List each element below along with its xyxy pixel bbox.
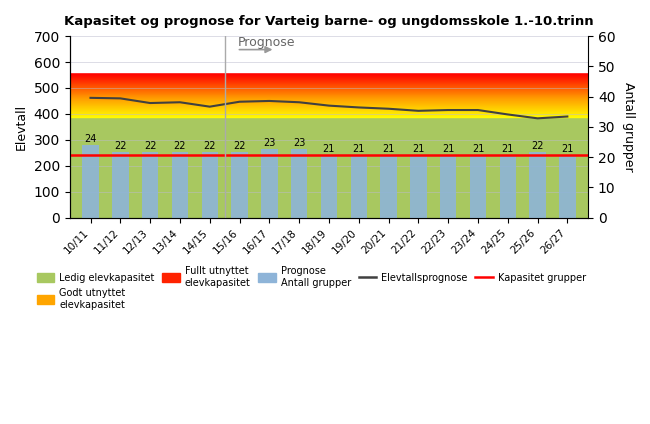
Bar [380, 155, 396, 218]
Text: 23: 23 [293, 138, 306, 148]
Bar [231, 152, 248, 218]
Bar [112, 152, 129, 218]
Text: 21: 21 [323, 144, 335, 154]
Text: 21: 21 [352, 144, 365, 154]
Bar [83, 145, 99, 218]
Bar [529, 152, 546, 218]
Text: 22: 22 [144, 141, 157, 151]
Text: 22: 22 [203, 141, 216, 151]
Bar [142, 152, 159, 218]
Bar [559, 155, 575, 218]
Bar [172, 152, 188, 218]
Bar [470, 155, 486, 218]
Bar [350, 155, 367, 218]
Text: 24: 24 [84, 134, 97, 144]
Bar [70, 117, 588, 218]
Bar [70, 36, 588, 73]
Bar [291, 149, 307, 218]
Title: Kapasitet og prognose for Varteig barne- og ungdomsskole 1.-10.trinn: Kapasitet og prognose for Varteig barne-… [64, 15, 593, 28]
Text: 22: 22 [531, 141, 544, 151]
Bar [500, 155, 516, 218]
Y-axis label: Antall grupper: Antall grupper [622, 82, 635, 172]
Text: 21: 21 [382, 144, 395, 154]
Bar [320, 155, 337, 218]
Bar [202, 152, 218, 218]
Text: 23: 23 [263, 138, 276, 148]
Bar [261, 149, 278, 218]
Y-axis label: Elevtall: Elevtall [15, 104, 28, 150]
Legend: Ledig elevkapasitet, Godt utnyttet
elevkapasitet, Fullt utnyttet
elevkapasitet, : Ledig elevkapasitet, Godt utnyttet elevk… [33, 262, 590, 313]
Bar [410, 155, 426, 218]
Text: 21: 21 [502, 144, 514, 154]
Text: 21: 21 [442, 144, 454, 154]
Text: 21: 21 [561, 144, 573, 154]
Bar [440, 155, 456, 218]
Text: Prognose: Prognose [238, 36, 296, 49]
Text: 22: 22 [114, 141, 127, 151]
Text: 21: 21 [472, 144, 484, 154]
Text: 21: 21 [412, 144, 424, 154]
Text: 22: 22 [174, 141, 186, 151]
Text: 22: 22 [233, 141, 246, 151]
